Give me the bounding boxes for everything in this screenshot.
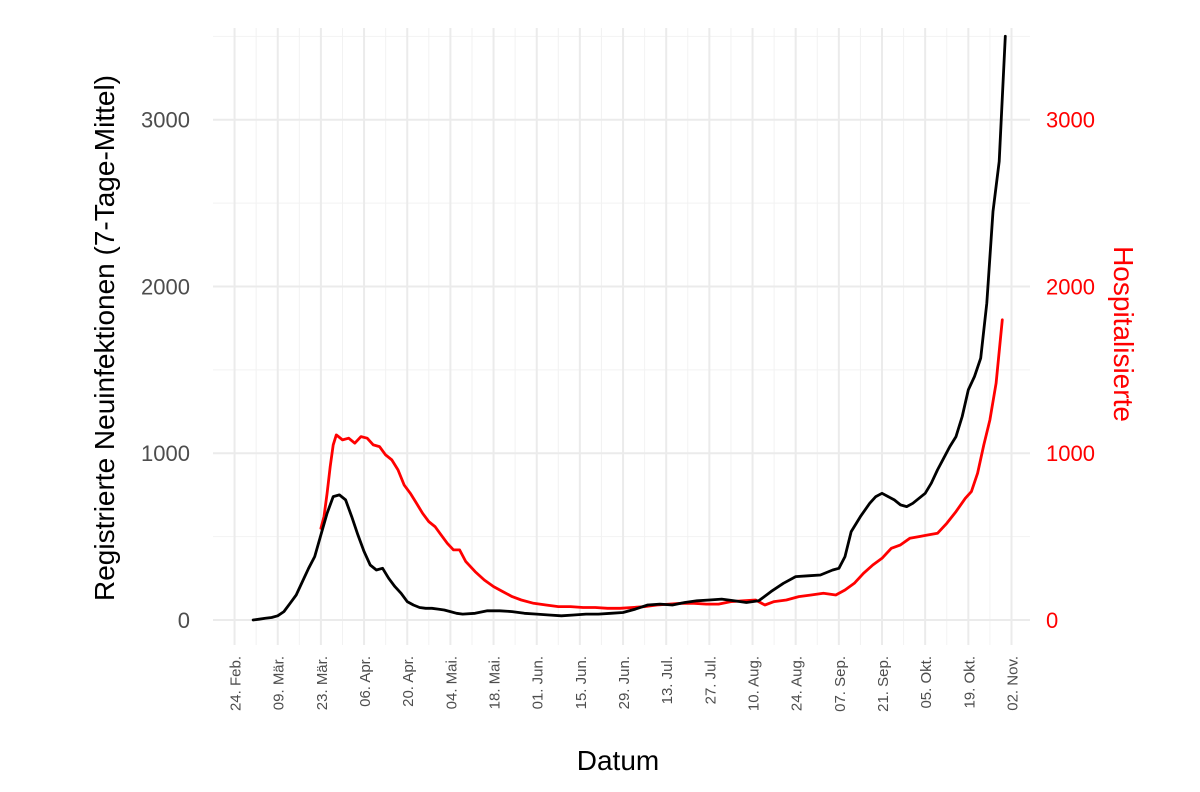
x-tick-label: 24. Aug. [789,656,806,711]
x-tick-label: 01. Jun. [530,656,547,709]
x-tick-label: 10. Aug. [746,656,763,711]
x-tick-label: 19. Okt. [961,656,978,709]
x-tick-label: 23. Mär. [314,656,331,710]
y-tick-label-right: 0 [1046,608,1058,633]
y-axis-right-ticks: 0 1000 2000 3000 [1046,108,1095,633]
y-axis-right-title: Hospitalisierte [1108,246,1139,422]
x-tick-label: 09. Mär. [271,656,288,710]
y-tick-label-left: 3000 [141,108,190,133]
series-layer [251,34,1007,622]
x-tick-label: 15. Jun. [573,656,590,709]
x-tick-label: 04. Mai. [443,656,460,709]
y-tick-label-right: 2000 [1046,274,1095,299]
major-gridlines [213,28,1030,645]
x-tick-label: 02. Nov. [1005,656,1022,711]
x-tick-label: 06. Apr. [357,656,374,707]
x-tick-label: 27. Jul. [702,656,719,704]
x-axis-ticks: 24. Feb. 09. Mär. 23. Mär. 06. Apr. 20. Apr.… [228,656,1022,712]
minor-gridlines [213,28,1030,645]
y-axis-left-ticks: 0 1000 2000 3000 [141,108,190,633]
x-tick-label: 13. Jul. [659,656,676,704]
y-axis-left-title: Registrierte Neuinfektionen (7-Tage-Mitt… [89,75,120,601]
series-line-1 [319,318,1004,610]
x-tick-label: 20. Apr. [400,656,417,707]
x-tick-label: 07. Sep. [832,656,849,712]
x-tick-label: 05. Okt. [918,656,935,709]
y-tick-label-right: 3000 [1046,108,1095,133]
y-tick-label-right: 1000 [1046,441,1095,466]
x-tick-label: 18. Mai. [487,656,504,709]
x-tick-label: 29. Jun. [616,656,633,709]
x-tick-label: 24. Feb. [228,656,245,711]
y-tick-label-left: 1000 [141,441,190,466]
x-axis-title: Datum [577,745,659,776]
y-tick-label-left: 2000 [141,274,190,299]
x-tick-label: 21. Sep. [875,656,892,712]
series-line-0 [251,34,1007,622]
y-tick-label-left: 0 [178,608,190,633]
